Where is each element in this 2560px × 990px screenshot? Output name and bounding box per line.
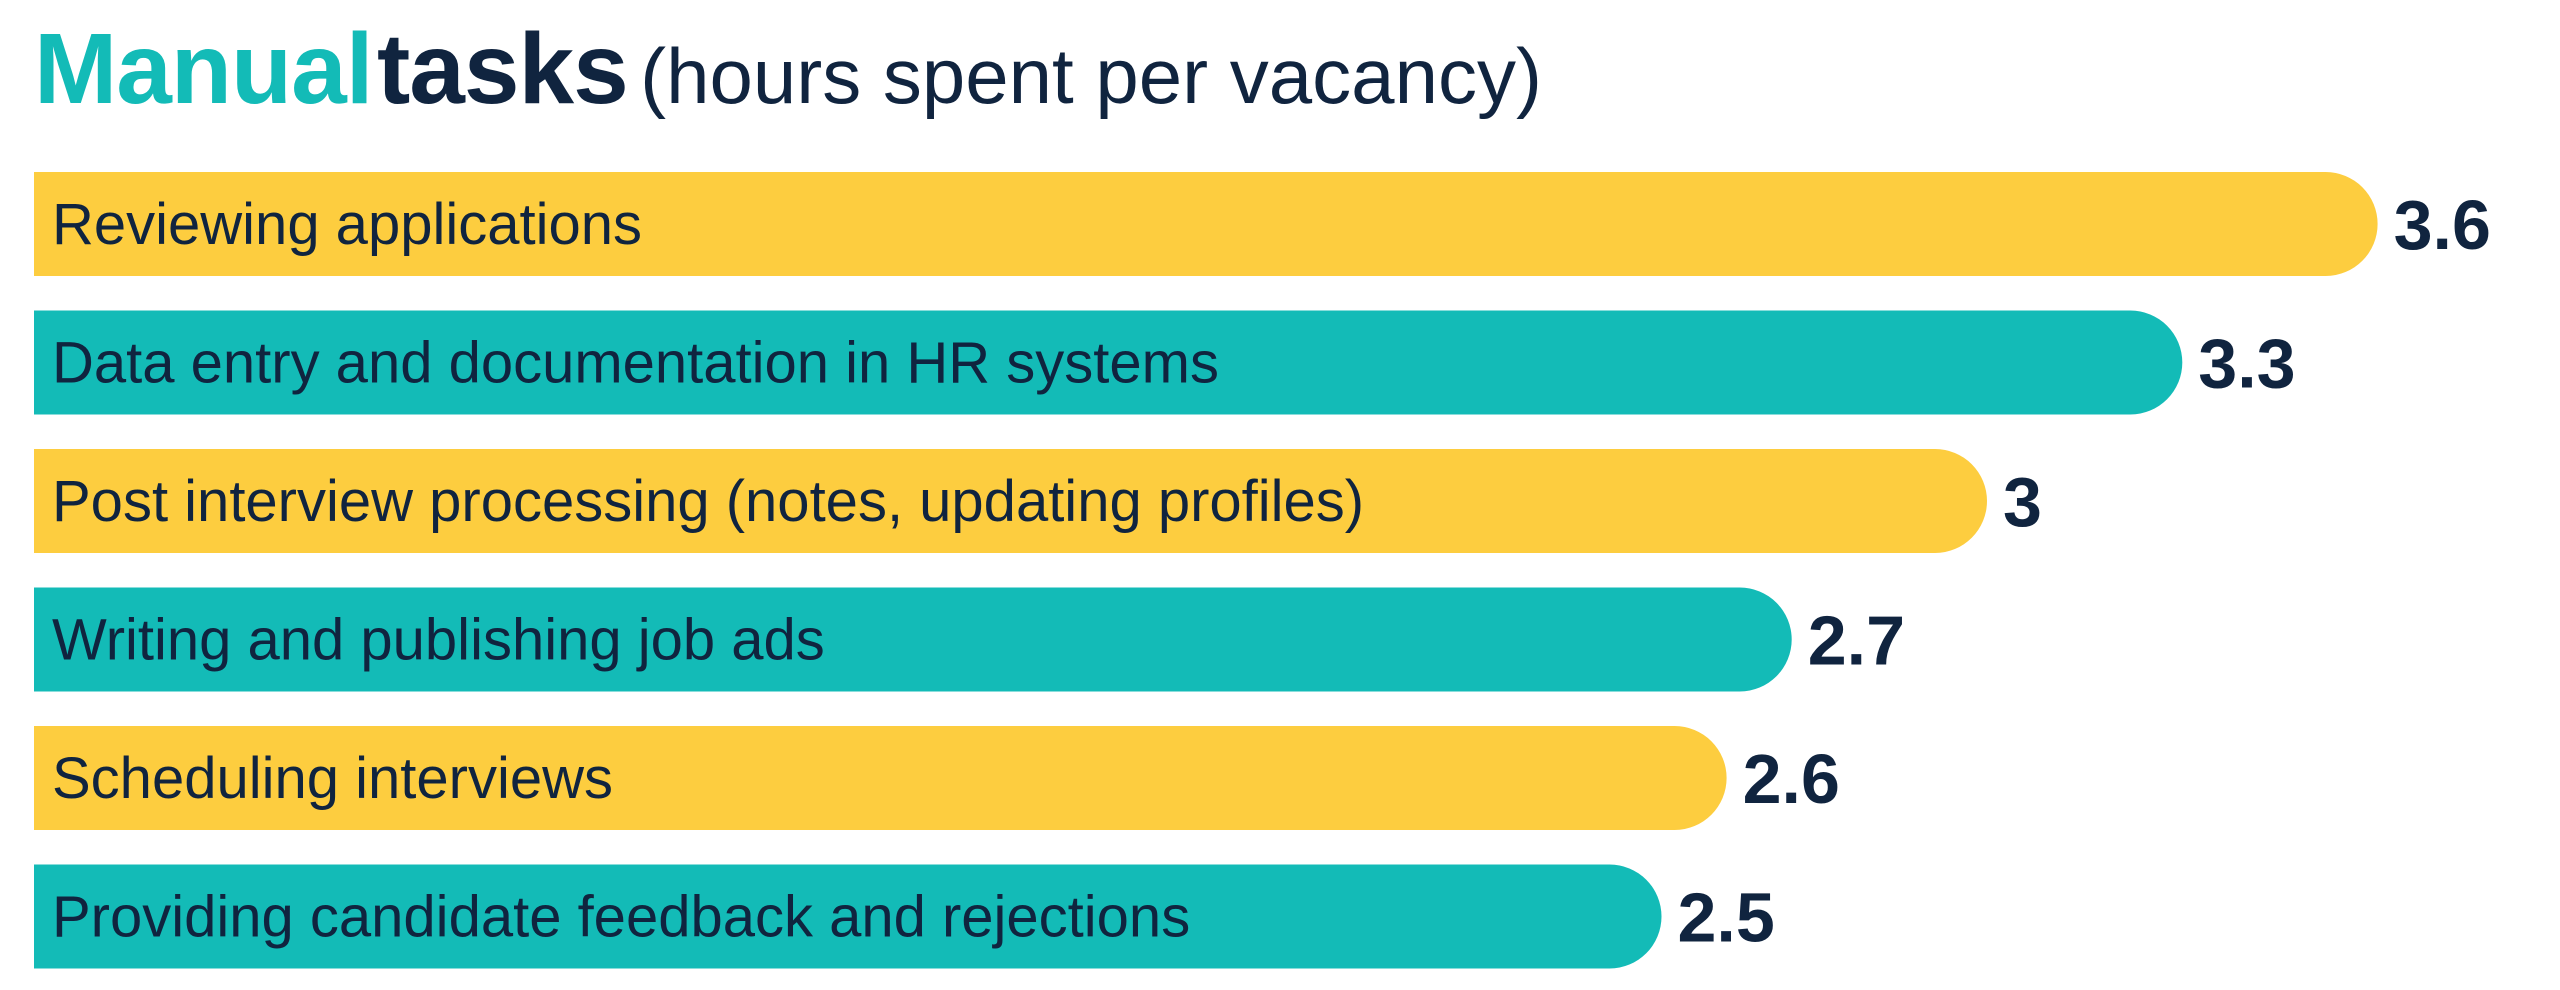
title-manual: Manual [34,13,373,125]
title-tasks: tasks [376,13,629,125]
category-label: Data entry and documentation in HR syste… [52,331,1219,396]
bar-group: Data entry and documentation in HR syste… [34,310,2296,415]
bar-group: Reviewing applications 3.6 [34,172,2491,276]
bar [34,172,2378,276]
bar [34,310,2183,415]
chart-title: Manual tasks (hours spent per vacancy) [34,14,1542,124]
value-label: 2.6 [1743,740,1840,818]
category-label: Scheduling interviews [52,746,613,811]
bar-group: Providing candidate feedback and rejecti… [34,864,1775,969]
category-label: Writing and publishing job ads [52,608,825,673]
value-label: 3.6 [2394,186,2491,264]
category-label: Reviewing applications [52,192,642,257]
value-label: 2.7 [1808,602,1905,680]
value-label: 3 [2003,463,2042,541]
category-label: Providing candidate feedback and rejecti… [52,885,1190,950]
bar-group: Post interview processing (notes, updati… [34,449,2042,553]
bar-group: Writing and publishing job ads 2.7 [34,587,1905,692]
bar [34,726,1727,830]
title-subtitle: (hours spent per vacancy) [640,32,1542,120]
value-label: 3.3 [2198,325,2295,403]
bar [34,864,1662,969]
bar-group: Scheduling interviews 2.6 [34,726,1840,830]
category-label: Post interview processing (notes, updati… [52,469,1364,534]
bar [34,587,1792,692]
value-label: 2.5 [1678,879,1775,957]
bar [34,449,1987,553]
